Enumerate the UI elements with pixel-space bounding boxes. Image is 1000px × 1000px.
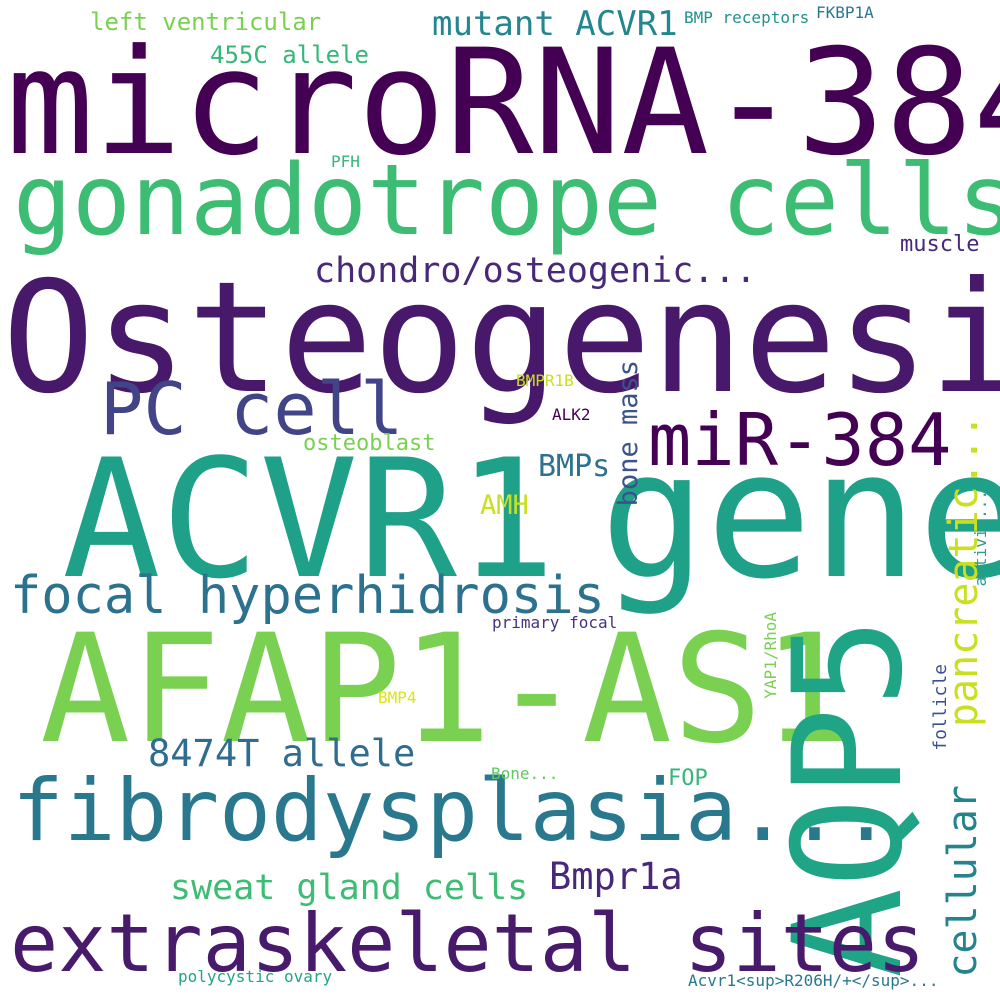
word-focal-hyperhidrosis: focal hyperhidrosis <box>10 566 605 626</box>
word-yap1-rhoa: YAP1/RhoA <box>761 612 780 699</box>
word-osteoblast: osteoblast <box>303 431 436 456</box>
word-fkbp1a: FKBP1A <box>816 3 874 22</box>
word-afap1-as1: AFAP1-AS1 <box>40 603 853 777</box>
word-alk2: ALK2 <box>552 405 591 424</box>
word-cellular: cellular <box>940 785 986 978</box>
word-bmp-receptors: BMP receptors <box>684 8 810 27</box>
word-bone-mass: bone mass <box>613 360 644 507</box>
word-455c-allele: 455C allele <box>210 41 369 69</box>
word-extraskeletal-sites: extraskeletal sites <box>10 897 926 990</box>
word-osteogenesis: Osteogenesis <box>2 249 1000 428</box>
word-gonadotrope-cells: gonadotrope cells <box>13 144 1000 258</box>
word-bmpr1b: BMPR1B <box>516 371 574 390</box>
word-bmp4: BMP4 <box>378 688 417 707</box>
word-bmpr1a: Bmpr1a <box>549 855 683 898</box>
word-microrna-384: microRNA-384 <box>6 18 1000 188</box>
word-gene: gene <box>600 413 1000 618</box>
word-fop: FOP <box>668 766 708 791</box>
word-polycystic-ovary: polycystic ovary <box>178 967 333 986</box>
word-bmps: BMPs <box>538 449 611 484</box>
word-chondro-osteogenic: chondro/osteogenic... <box>314 251 757 291</box>
word-follicle: follicle <box>930 664 951 751</box>
word-acvr1-r206h: Acvr1<sup>R206H/+</sup>... <box>688 971 939 990</box>
word-left-ventricular: left ventricular <box>90 8 322 36</box>
word-sweat-gland-cells: sweat gland cells <box>170 868 529 908</box>
word-mutant-acvr1: mutant ACVR1 <box>432 4 678 44</box>
word-8474t-allele: 8474T allele <box>148 732 416 775</box>
word-pfh: PFH <box>331 152 360 171</box>
word-pc-cell: PC cell <box>100 367 404 451</box>
word-mir-384: miR-384 <box>648 398 952 482</box>
word-bone: Bone... <box>491 764 559 783</box>
word-primary-focal: primary focal <box>492 613 618 632</box>
word-acvr1: ACVR1 <box>62 424 556 615</box>
word-activin: activin... <box>971 490 990 587</box>
word-amh: AMH <box>480 490 529 521</box>
word-muscle: muscle <box>900 232 980 257</box>
word-fibrodysplasia: fibrodysplasia... <box>12 761 893 861</box>
